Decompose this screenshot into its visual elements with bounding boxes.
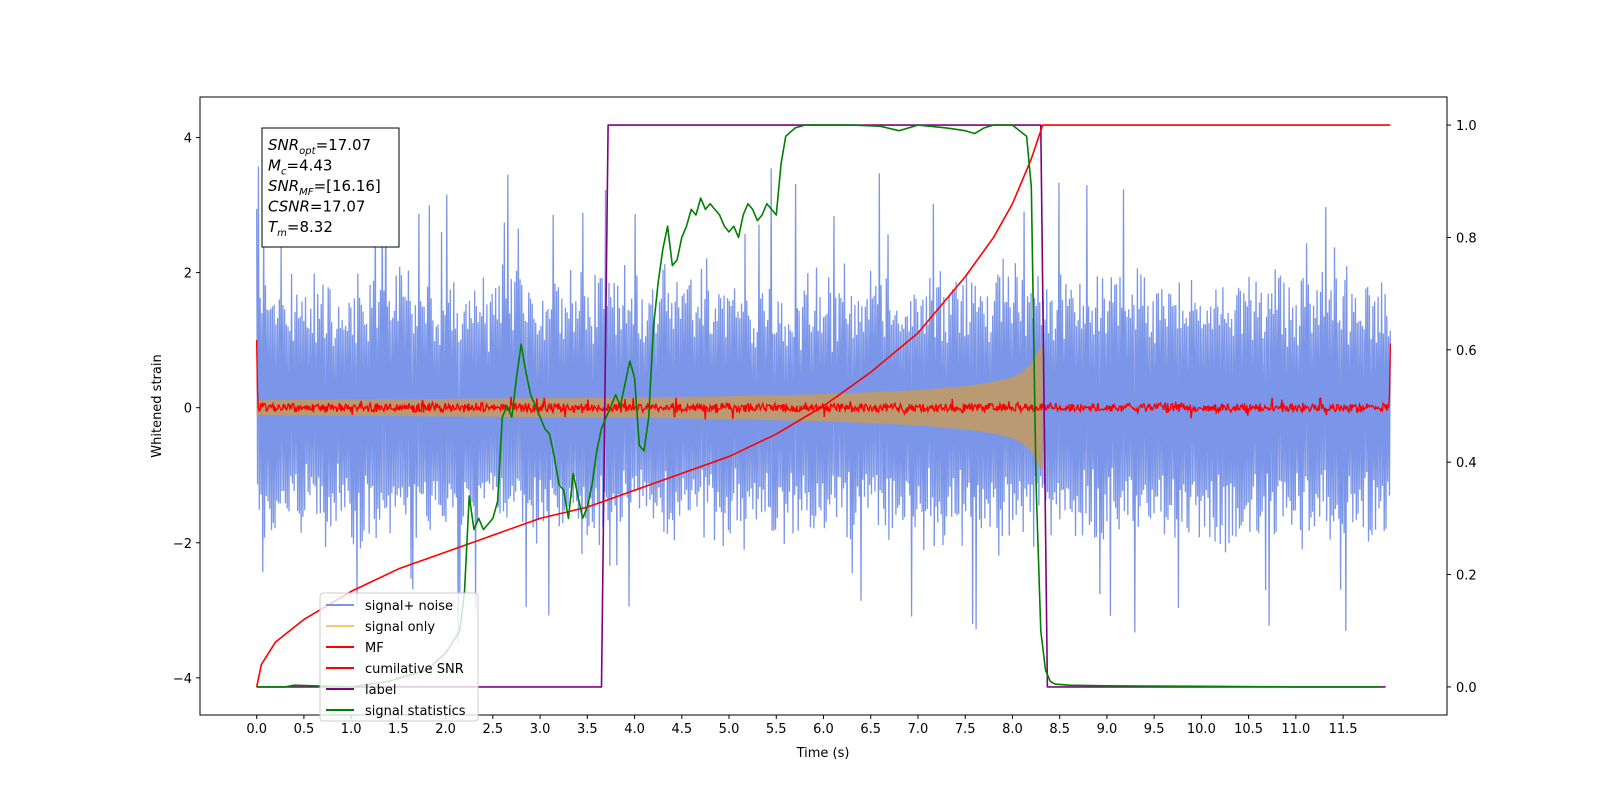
x-tick-label: 8.0 <box>1002 722 1023 737</box>
x-tick-label: 10.5 <box>1234 722 1263 737</box>
y-left-tick-label: −2 <box>173 537 192 552</box>
x-tick-label: 10.0 <box>1187 722 1216 737</box>
x-tick-label: 6.0 <box>813 722 834 737</box>
series-cumulative-snr-line <box>255 124 1391 688</box>
x-tick-label: 8.5 <box>1049 722 1070 737</box>
annotation-line: SNRMF=[16.16] <box>268 177 381 198</box>
y-right-tick-label: 0.6 <box>1456 344 1477 359</box>
x-tick-label: 9.0 <box>1097 722 1118 737</box>
legend: signal+ noise signal only MF cumilative SNR… <box>319 592 479 722</box>
annotation-line: SNRopt=17.07 <box>268 136 371 157</box>
legend-entry: signal+ noise <box>365 599 453 614</box>
annotation-frame <box>261 127 400 248</box>
x-tick-label: 9.5 <box>1144 722 1165 737</box>
x-axis-label: Time (s) <box>796 746 850 761</box>
x-tick-label: 3.0 <box>530 722 551 737</box>
x-tick-label: 1.0 <box>341 722 362 737</box>
x-tick-label: 0.5 <box>294 722 315 737</box>
x-tick-label: 7.5 <box>955 722 976 737</box>
x-tick-label: 2.0 <box>435 722 456 737</box>
legend-entry: signal statistics <box>365 704 466 719</box>
x-tick-label: 0.0 <box>246 722 267 737</box>
x-tick-label: 3.5 <box>577 722 598 737</box>
y-right-tick-label: 1.0 <box>1456 119 1477 134</box>
y-left-tick-label: −4 <box>173 672 192 687</box>
y-right-tick-label: 0.0 <box>1456 681 1477 696</box>
y-right-tick-label: 0.2 <box>1456 569 1477 584</box>
x-tick-label: 5.0 <box>719 722 740 737</box>
annotation-line: Mc=4.43 <box>268 157 332 178</box>
x-tick-label: 5.5 <box>766 722 787 737</box>
x-tick-label: 4.0 <box>624 722 645 737</box>
legend-entry: signal only <box>365 620 435 635</box>
x-tick-label: 11.0 <box>1281 722 1310 737</box>
x-tick-label: 7.0 <box>908 722 929 737</box>
x-tick-label: 1.5 <box>388 722 409 737</box>
annotation-line: Tm=8.32 <box>268 218 333 239</box>
series-signal-noise-line <box>256 162 1391 644</box>
y-axis-right: 0.0 0.2 0.4 0.6 0.8 1.0 <box>1447 119 1477 696</box>
x-tick-label: 6.5 <box>860 722 881 737</box>
y-left-tick-label: 2 <box>184 267 192 282</box>
y-left-tick-label: 0 <box>184 402 192 417</box>
legend-frame <box>319 592 479 722</box>
annotation-line: CSNR=17.07 <box>268 198 365 216</box>
y-left-tick-label: 4 <box>184 132 192 147</box>
series-signal-statistics-line <box>256 124 1381 688</box>
y-right-tick-label: 0.4 <box>1456 456 1477 471</box>
x-tick-label: 2.5 <box>483 722 504 737</box>
x-axis: 0.0 0.5 1.0 1.5 2.0 2.5 3.0 3.5 4.0 4.5 5.0 5.5 6.0 6… <box>246 715 1358 737</box>
series-mf-line <box>255 340 1392 420</box>
y-axis-label-left: Whitened strain <box>150 354 165 457</box>
x-tick-label: 4.5 <box>671 722 692 737</box>
legend-entry: cumilative SNR <box>365 662 464 677</box>
legend-entry: label <box>365 683 396 698</box>
plot-area <box>255 124 1392 688</box>
annotation-box: SNRopt=17.07Mc=4.43SNRMF=[16.16]CSNR=17.… <box>261 127 400 248</box>
legend-entry: MF <box>365 641 384 656</box>
y-right-tick-label: 0.8 <box>1456 231 1477 246</box>
x-tick-label: 11.5 <box>1329 722 1358 737</box>
y-axis-left: −4 −2 0 2 4 <box>173 132 200 687</box>
